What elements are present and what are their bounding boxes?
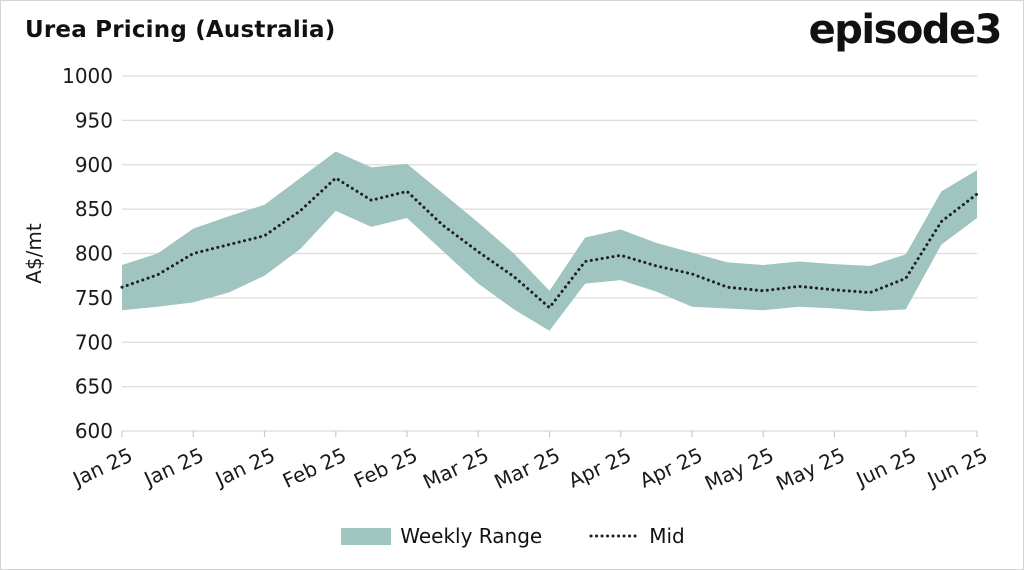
mid-line bbox=[120, 176, 979, 310]
x-tick-label: Feb 25 bbox=[279, 443, 350, 493]
chart-legend: Weekly Range Mid bbox=[1, 519, 1023, 553]
x-tick-label: Mar 25 bbox=[419, 443, 492, 494]
y-tick-label: 600 bbox=[75, 419, 113, 443]
mid-dotted-sample bbox=[589, 534, 639, 538]
x-tick-label: Jun 25 bbox=[851, 443, 920, 492]
x-tick-label: Mar 25 bbox=[490, 443, 563, 494]
y-tick-label: 750 bbox=[75, 286, 113, 310]
x-tick-label: Apr 25 bbox=[565, 443, 635, 493]
legend-item-weekly-range: Weekly Range bbox=[341, 524, 542, 548]
y-tick-label: 850 bbox=[75, 197, 113, 221]
y-tick-label: 700 bbox=[75, 330, 113, 354]
x-tick-label: Jun 25 bbox=[922, 443, 991, 492]
x-tick-label: Jan 25 bbox=[210, 443, 279, 492]
brand-logo: episode3 bbox=[808, 7, 1003, 53]
x-tick-label: Jan 25 bbox=[67, 443, 136, 492]
page-title: Urea Pricing (Australia) bbox=[25, 17, 336, 43]
weekly-range-swatch bbox=[341, 527, 392, 545]
legend-weekly-range-label: Weekly Range bbox=[400, 524, 543, 548]
x-tick-label: Feb 25 bbox=[350, 443, 421, 493]
x-tick-label: Jan 25 bbox=[139, 443, 208, 492]
weekly-range-band bbox=[122, 151, 977, 331]
legend-item-mid: Mid bbox=[588, 524, 685, 548]
y-tick-label: 800 bbox=[75, 242, 113, 266]
y-tick-label: 950 bbox=[75, 108, 113, 132]
x-tick-label: Apr 25 bbox=[636, 443, 706, 493]
y-tick-label: 900 bbox=[75, 153, 113, 177]
y-tick-label: 650 bbox=[75, 375, 113, 399]
y-tick-label: 1000 bbox=[62, 64, 113, 88]
legend-mid-label: Mid bbox=[649, 524, 685, 548]
y-axis-title: A$/mt bbox=[22, 223, 46, 284]
x-tick-label: May 25 bbox=[701, 443, 777, 496]
x-tick-label: May 25 bbox=[772, 443, 848, 496]
